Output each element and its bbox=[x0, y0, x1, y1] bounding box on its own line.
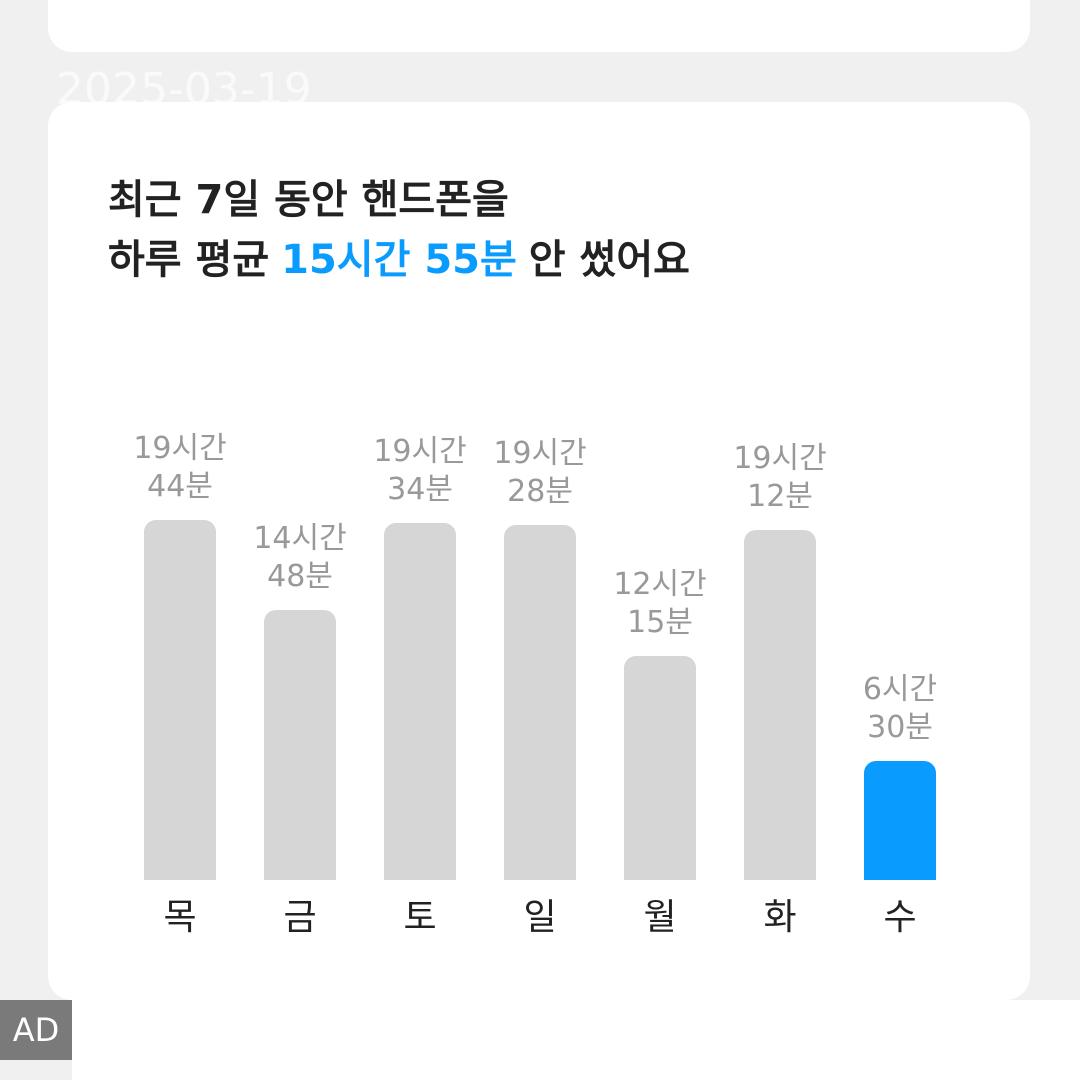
x-tick-label: 목 bbox=[163, 897, 197, 938]
ad-banner bbox=[72, 1000, 1080, 1080]
value-label: 6시간 30분 bbox=[862, 672, 938, 746]
x-tick-label: 일 bbox=[523, 897, 557, 938]
ad-label: AD bbox=[0, 1000, 72, 1060]
x-tick-label: 금 bbox=[283, 897, 317, 938]
bar bbox=[864, 761, 936, 880]
bar bbox=[504, 524, 576, 880]
bar bbox=[384, 522, 456, 880]
top-card bbox=[48, 0, 1030, 52]
title-line: 하루 평균 15시간 55분 안 썼어요 bbox=[108, 230, 702, 290]
title-line: 최근 7일 동안 핸드폰을 bbox=[108, 177, 509, 223]
bar bbox=[744, 529, 816, 880]
bar bbox=[264, 609, 336, 880]
bar bbox=[624, 656, 696, 880]
title-part: 안 썼어요 bbox=[528, 237, 690, 283]
value-label: 19시간 28분 bbox=[493, 435, 587, 509]
title-highlight: 15시간 55분 bbox=[281, 237, 517, 283]
value-label: 14시간 48분 bbox=[253, 520, 347, 594]
value-label: 12시간 15분 bbox=[613, 567, 707, 641]
value-label: 19시간 44분 bbox=[133, 430, 227, 504]
chart-title: 최근 7일 동안 핸드폰을 하루 평균 15시간 55분 안 썼어요 bbox=[108, 170, 702, 290]
x-tick-label: 화 bbox=[763, 897, 797, 938]
value-label: 19시간 12분 bbox=[733, 440, 827, 514]
x-tick-label: 토 bbox=[403, 897, 437, 938]
bar bbox=[144, 519, 216, 880]
value-label: 19시간 34분 bbox=[373, 433, 467, 507]
x-tick-label: 월 bbox=[643, 897, 677, 938]
x-tick-label: 수 bbox=[883, 897, 917, 938]
title-part: 하루 평균 bbox=[108, 237, 270, 283]
